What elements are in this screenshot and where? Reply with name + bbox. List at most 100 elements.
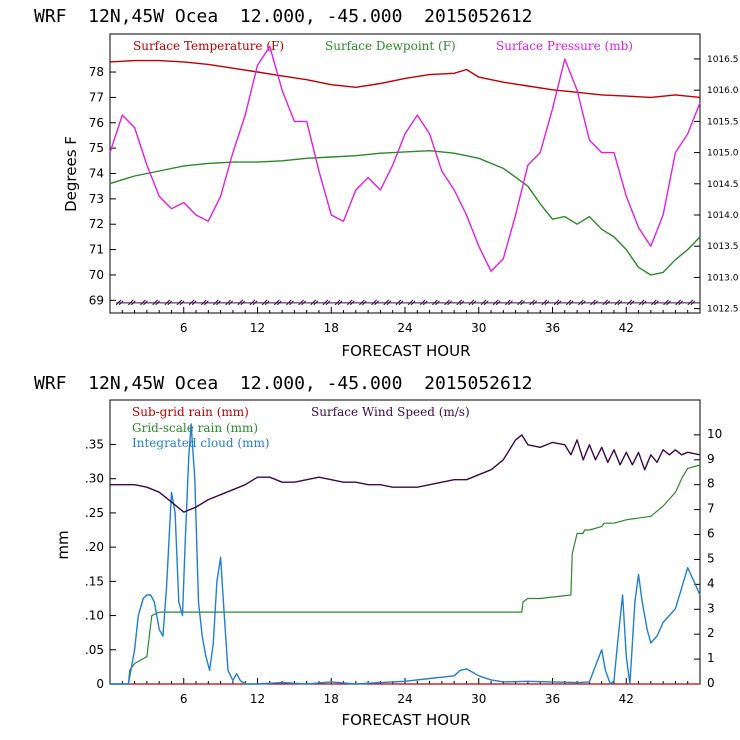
top-x-tick-label: 6: [180, 321, 188, 335]
bottom-x-tick-label: 6: [180, 692, 188, 706]
bottom-y2-tick-label: 9: [707, 452, 715, 466]
legend-grid-scale-rain: Grid-scale rain (mm): [132, 421, 258, 435]
wind-barb: [310, 299, 319, 306]
wind-barb: [200, 299, 209, 306]
wind-barb: [419, 299, 428, 306]
bottom-y2-tick-label: 5: [707, 551, 715, 565]
wind-barb: [115, 299, 124, 306]
wind-barb: [395, 299, 404, 306]
bottom-x-tick-label: 30: [471, 692, 486, 706]
wind-barb: [286, 299, 294, 306]
legend-surface-pressure: Surface Pressure (mb): [496, 39, 633, 53]
top-y-tick-label: 77: [89, 90, 104, 104]
top-chart-header: WRF 12N,45W Ocea 12.000, -45.000 2015052…: [34, 6, 533, 27]
legend-subgrid-rain: Sub-grid rain (mm): [132, 405, 249, 419]
bottom-x-tick-label: 24: [397, 692, 412, 706]
bottom-x-tick-label: 12: [250, 692, 265, 706]
wind-barb: [578, 299, 586, 306]
wind-barb: [468, 299, 477, 306]
top-y2-tick-label: 1016.0: [707, 86, 739, 96]
legend-integrated-cloud: Integrated cloud (mm): [132, 436, 270, 450]
bottom-y2-tick-label: 7: [707, 502, 715, 516]
bottom-x-tick-label: 42: [619, 692, 634, 706]
wind-barb: [444, 299, 452, 306]
top-y-tick-label: 75: [89, 141, 104, 155]
bottom-y-tick-label: .30: [85, 472, 104, 486]
bottom-y-tick-label: .15: [85, 574, 104, 588]
wind-barb: [650, 299, 659, 306]
wind-barb: [359, 299, 367, 306]
top-y2-tick-label: 1015.5: [707, 117, 739, 127]
top-y2-tick-label: 1015.0: [707, 149, 739, 159]
wind-barb: [164, 299, 173, 306]
bottom-x-tick-label: 36: [545, 692, 560, 706]
bottom-y2-tick-label: 1: [707, 651, 715, 665]
legend-surface-wind-speed: Surface Wind Speed (m/s): [311, 405, 470, 419]
wind-barb: [334, 299, 343, 306]
bottom-y-tick-label: .10: [85, 609, 104, 623]
top-y-tick-label: 72: [89, 217, 104, 231]
top-y-tick-label: 76: [89, 116, 104, 130]
top-x-tick-label: 30: [471, 321, 486, 335]
top-y2-tick-label: 1013.5: [707, 242, 739, 252]
wind-barb: [261, 299, 270, 306]
wind-barb: [602, 299, 611, 306]
wind-barb: [480, 299, 489, 306]
grid-scale-rain-line: [110, 464, 701, 685]
wind-barb: [456, 299, 465, 306]
top-y2-tick-label: 1013.0: [707, 273, 739, 283]
wind-barb: [638, 299, 647, 306]
top-y-tick-label: 74: [89, 167, 104, 181]
wind-barb: [322, 299, 331, 306]
wind-barb: [383, 299, 392, 306]
top-y-axis-label: Degrees F: [62, 136, 80, 212]
top-y2-tick-label: 1014.0: [707, 211, 739, 221]
bottom-y-tick-label: .05: [85, 643, 104, 657]
wind-barb: [298, 299, 306, 306]
bottom-y2-tick-label: 8: [707, 477, 715, 491]
dewpoint-line: [109, 149, 701, 276]
top-x-axis-label: FORECAST HOUR: [341, 342, 470, 360]
wind-barb: [213, 299, 221, 306]
wind-barb: [565, 299, 574, 306]
wind-barb: [529, 299, 538, 306]
wind-barb: [407, 299, 416, 306]
bottom-y-axis-label: mm: [54, 530, 72, 559]
bottom-chart-header: WRF 12N,45W Ocea 12.000, -45.000 2015052…: [34, 373, 533, 394]
top-y-tick-label: 78: [89, 65, 104, 79]
top-y2-tick-label: 1016.5: [707, 55, 739, 65]
top-x-tick-label: 18: [324, 321, 339, 335]
top-plot-frame: [109, 33, 701, 314]
legend-surface-temperature: Surface Temperature (F): [133, 39, 284, 53]
wind-barb: [541, 299, 550, 306]
wind-barb: [626, 299, 635, 306]
wind-barb: [152, 299, 160, 306]
bottom-y2-tick-label: 4: [707, 576, 715, 590]
bottom-y-tick-label: .20: [85, 540, 104, 554]
top-x-tick-label: 42: [619, 321, 634, 335]
wind-barb: [176, 299, 185, 306]
wind-barb: [590, 299, 598, 306]
bottom-x-tick-label: 18: [324, 692, 339, 706]
wind-barb: [225, 299, 233, 306]
bottom-y2-tick-label: 6: [707, 527, 715, 541]
top-y-tick-label: 70: [89, 268, 104, 282]
bottom-y2-tick-label: 3: [707, 601, 715, 615]
top-y-tick-label: 69: [89, 293, 104, 307]
top-y-tick-label: 71: [89, 243, 104, 257]
wind-barb: [140, 299, 148, 306]
wind-barb: [614, 299, 623, 306]
pressure-line: [109, 45, 701, 272]
wind-barb: [553, 299, 562, 306]
wind-barb: [663, 299, 671, 306]
wind-barb: [505, 299, 513, 306]
wind-barb: [492, 299, 501, 306]
wind-barb: [237, 299, 246, 306]
top-y-tick-label: 73: [89, 192, 104, 206]
temperature-line: [109, 59, 701, 99]
wind-barb: [675, 299, 684, 306]
bottom-y2-tick-label: 0: [707, 676, 715, 690]
legend-surface-dewpoint: Surface Dewpoint (F): [325, 39, 456, 53]
top-y2-tick-label: 1014.5: [707, 180, 739, 190]
